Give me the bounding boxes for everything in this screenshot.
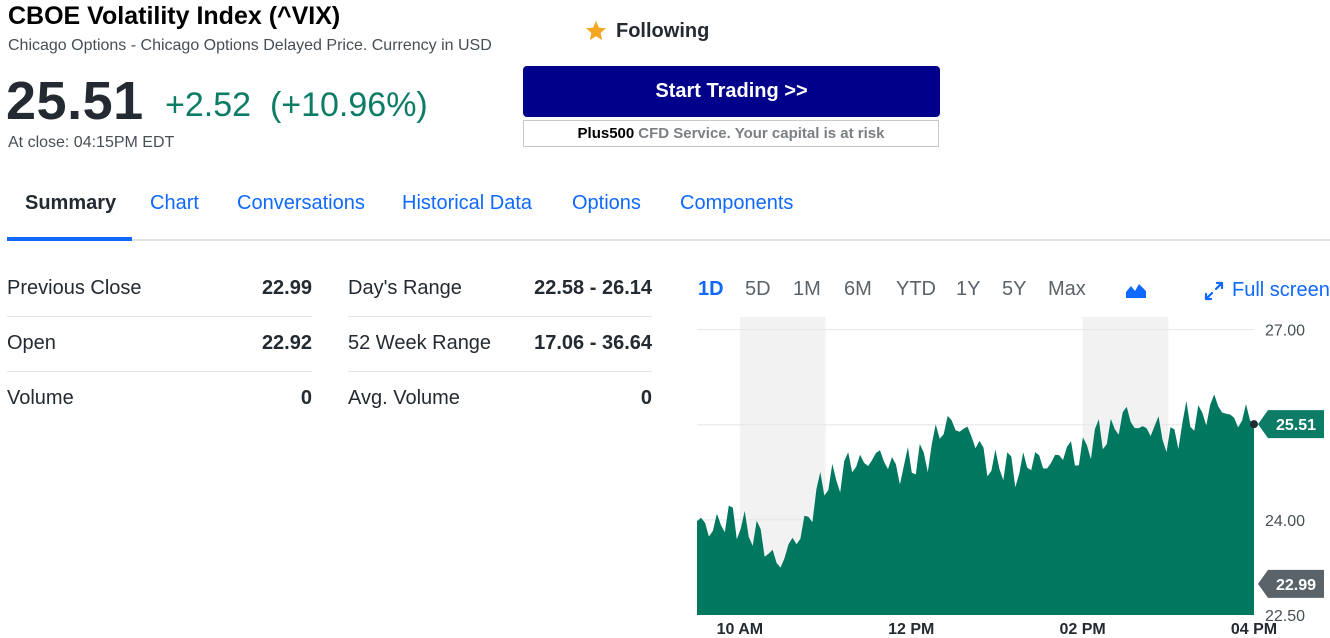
follow-button[interactable]: Following <box>584 17 709 45</box>
tab-components[interactable]: Components <box>680 192 794 214</box>
stat-label: Day's Range <box>348 277 462 299</box>
current-price-flag: 25.51 <box>1258 410 1324 439</box>
y-tick-label: 24.00 <box>1265 513 1305 530</box>
ad-disclaimer[interactable]: Plus500 CFD Service. Your capital is at … <box>523 120 939 147</box>
ad-disclaimer-text: CFD Service. Your capital is at risk <box>638 125 885 142</box>
tab-divider-right <box>817 239 1330 241</box>
full-screen-label: Full screen <box>1232 279 1330 301</box>
x-axis-ticks: 10 AM 12 PM 02 PM 04 PM <box>717 621 1278 638</box>
mountain-chart-icon[interactable] <box>1124 280 1148 300</box>
stat-52-week-range: 52 Week Range 17.06 - 36.64 <box>348 317 652 372</box>
range-max[interactable]: Max <box>1048 278 1086 300</box>
tab-historical-data[interactable]: Historical Data <box>402 192 533 214</box>
tab-chart[interactable]: Chart <box>150 192 199 214</box>
x-tick-label: 12 PM <box>888 621 934 638</box>
stat-label: 52 Week Range <box>348 332 492 354</box>
quote-price: 25.51 <box>6 71 144 131</box>
tab-conversations[interactable]: Conversations <box>237 192 365 214</box>
range-1d[interactable]: 1D <box>698 278 724 300</box>
quote-subtitle: Chicago Options - Chicago Options Delaye… <box>8 37 492 54</box>
y-tick-label: 22.50 <box>1265 608 1305 625</box>
stat-open: Open 22.92 <box>7 317 312 372</box>
tab-options[interactable]: Options <box>572 192 641 214</box>
stat-previous-close: Previous Close 22.99 <box>7 262 312 317</box>
price-flags: 25.51 22.99 <box>1250 410 1324 598</box>
start-trading-button[interactable]: Start Trading >> <box>523 66 940 117</box>
star-icon <box>586 21 606 40</box>
stat-volume: Volume 0 <box>7 372 312 426</box>
stat-value: 22.99 <box>261 277 312 299</box>
x-tick-label: 10 AM <box>717 621 764 638</box>
range-5y[interactable]: 5Y <box>1002 278 1027 300</box>
current-price-flag-shape <box>1258 410 1324 439</box>
follow-label: Following <box>616 19 710 42</box>
stat-value: 17.06 - 36.64 <box>534 332 652 354</box>
price-chart[interactable]: 27.00 24.00 22.50 10 AM 12 PM 02 PM 04 PM 25.… <box>690 310 1330 638</box>
y-axis-ticks: 27.00 24.00 22.50 <box>1265 323 1305 625</box>
range-1y[interactable]: 1Y <box>956 278 981 300</box>
tab-divider <box>7 239 817 241</box>
active-tab-indicator <box>7 237 132 241</box>
stat-value: 22.58 - 26.14 <box>534 277 652 299</box>
stat-label: Avg. Volume <box>348 387 460 409</box>
ad-brand: Plus500 <box>577 125 635 142</box>
range-ytd[interactable]: YTD <box>896 278 936 300</box>
previous-close-flag: 22.99 <box>1258 569 1324 598</box>
quote-tabs: Summary Chart Conversations Historical D… <box>7 180 1330 242</box>
previous-close-flag-label: 22.99 <box>1276 577 1316 594</box>
expand-icon <box>1204 281 1224 300</box>
price-area <box>697 394 1254 615</box>
stat-avg-volume: Avg. Volume 0 <box>348 372 652 426</box>
tab-summary[interactable]: Summary <box>25 192 117 214</box>
current-price-flag-label: 25.51 <box>1276 417 1316 434</box>
close-time: At close: 04:15PM EDT <box>8 134 175 151</box>
previous-close-flag-shape <box>1258 569 1324 598</box>
stat-label: Volume <box>7 387 74 409</box>
stat-days-range: Day's Range 22.58 - 26.14 <box>348 262 652 317</box>
stat-value: 0 <box>300 387 312 409</box>
stat-value: 22.92 <box>261 332 312 354</box>
quote-title: CBOE Volatility Index (^VIX) <box>8 2 341 30</box>
y-tick-label: 27.00 <box>1265 323 1305 340</box>
stat-value: 0 <box>640 387 652 409</box>
current-price-dot <box>1250 420 1258 429</box>
range-1m[interactable]: 1M <box>793 278 821 300</box>
quote-change-percent: (+10.96%) <box>269 86 428 124</box>
range-6m[interactable]: 6M <box>844 278 872 300</box>
quote-change-value: +2.52 <box>165 86 252 124</box>
range-5d[interactable]: 5D <box>745 278 771 300</box>
x-tick-label: 04 PM <box>1231 621 1277 638</box>
x-tick-label: 02 PM <box>1059 621 1105 638</box>
stat-label: Open <box>7 332 56 354</box>
full-screen-button[interactable]: Full screen <box>1204 279 1330 302</box>
quote-change: +2.52 (+10.96%) <box>165 86 428 125</box>
stat-label: Previous Close <box>7 277 142 299</box>
